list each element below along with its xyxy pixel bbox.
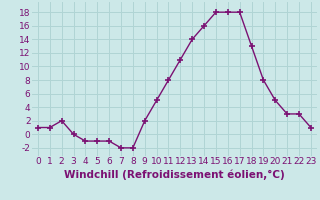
X-axis label: Windchill (Refroidissement éolien,°C): Windchill (Refroidissement éolien,°C) bbox=[64, 169, 285, 180]
